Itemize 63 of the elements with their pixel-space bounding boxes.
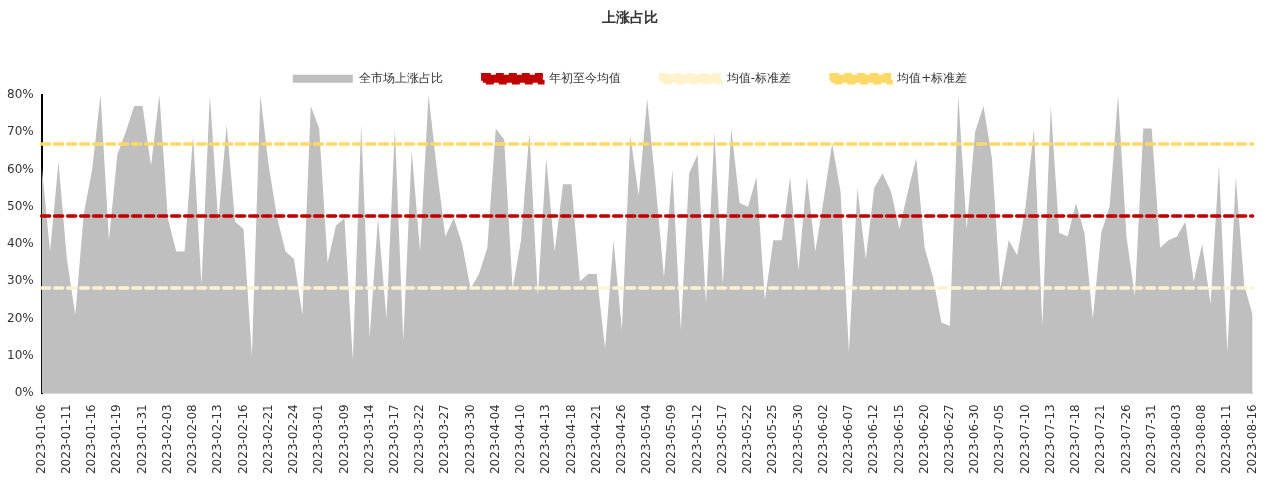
x-tick-label: 2023-06-27 bbox=[941, 404, 956, 475]
x-tick-label: 2023-07-26 bbox=[1118, 404, 1133, 475]
x-tick-label: 2023-02-24 bbox=[286, 404, 301, 475]
x-tick-label: 2023-08-16 bbox=[1244, 404, 1259, 475]
x-tick-label: 2023-03-22 bbox=[412, 404, 427, 475]
x-tick-label: 2023-05-30 bbox=[790, 404, 805, 475]
x-tick-label: 2023-05-12 bbox=[689, 404, 704, 475]
x-tick-label: 2023-05-04 bbox=[639, 404, 654, 475]
x-tick-label: 2023-03-09 bbox=[336, 404, 351, 475]
x-tick-label: 2023-03-17 bbox=[386, 404, 401, 475]
x-tick-label: 2023-07-18 bbox=[1068, 404, 1083, 475]
x-tick-label: 2023-07-31 bbox=[1143, 404, 1158, 475]
x-tick-label: 2023-04-21 bbox=[588, 404, 603, 475]
x-tick-label: 2023-05-09 bbox=[664, 404, 679, 475]
x-tick-label: 2023-06-07 bbox=[841, 404, 856, 475]
x-tick-label: 2023-02-13 bbox=[210, 404, 225, 475]
x-tick-label: 2023-03-27 bbox=[437, 404, 452, 475]
x-tick-label: 2023-05-17 bbox=[714, 404, 729, 475]
x-tick-label: 2023-04-18 bbox=[563, 404, 578, 475]
x-tick-label: 2023-06-02 bbox=[815, 404, 830, 475]
x-tick-label: 2023-08-11 bbox=[1219, 404, 1234, 475]
x-tick-label: 2023-02-16 bbox=[235, 404, 250, 475]
legend-label: 年初至今均值 bbox=[548, 70, 621, 85]
x-tick-label: 2023-01-11 bbox=[59, 404, 74, 475]
x-tick-label: 2023-01-06 bbox=[33, 404, 48, 475]
x-tick-label: 2023-07-21 bbox=[1093, 404, 1108, 475]
x-tick-label: 2023-04-04 bbox=[487, 404, 502, 475]
x-tick-label: 2023-07-10 bbox=[1017, 404, 1032, 475]
x-tick-label: 2023-03-01 bbox=[311, 404, 326, 475]
y-tick-label: 50% bbox=[7, 198, 34, 213]
chart-title: 上涨占比 bbox=[601, 9, 658, 26]
x-tick-label: 2023-01-16 bbox=[84, 404, 99, 475]
y-tick-label: 10% bbox=[7, 348, 34, 363]
x-tick-label: 2023-04-13 bbox=[538, 404, 553, 475]
x-tick-label: 2023-08-08 bbox=[1194, 404, 1209, 475]
y-tick-label: 60% bbox=[7, 161, 34, 176]
x-tick-label: 2023-07-13 bbox=[1042, 404, 1057, 475]
x-tick-label: 2023-02-03 bbox=[159, 404, 174, 475]
x-tick-label: 2023-03-30 bbox=[462, 404, 477, 475]
x-tick-label: 2023-03-14 bbox=[361, 404, 376, 475]
x-tick-label: 2023-04-26 bbox=[614, 404, 629, 475]
x-tick-label: 2023-02-21 bbox=[260, 404, 275, 475]
y-tick-label: 0% bbox=[14, 385, 34, 400]
x-tick-label: 2023-06-15 bbox=[891, 404, 906, 475]
x-tick-label: 2023-05-25 bbox=[765, 404, 780, 475]
x-tick-label: 2023-02-08 bbox=[185, 404, 200, 475]
y-tick-label: 40% bbox=[7, 236, 34, 251]
y-tick-label: 70% bbox=[7, 124, 34, 139]
x-tick-label: 2023-07-05 bbox=[992, 404, 1007, 475]
legend-label: 均值+标准差 bbox=[896, 70, 968, 85]
x-tick-label: 2023-08-03 bbox=[1169, 404, 1184, 475]
x-tick-label: 2023-05-22 bbox=[740, 404, 755, 475]
x-tick-label: 2023-01-19 bbox=[109, 404, 124, 475]
legend-label: 均值-标准差 bbox=[725, 70, 792, 85]
y-tick-label: 80% bbox=[7, 86, 34, 101]
x-tick-label: 2023-01-31 bbox=[134, 404, 149, 475]
y-tick-label: 30% bbox=[7, 273, 34, 288]
x-tick-label: 2023-06-20 bbox=[916, 404, 931, 475]
legend-label: 全市场上涨占比 bbox=[358, 70, 443, 85]
y-tick-label: 20% bbox=[7, 310, 34, 325]
x-tick-label: 2023-04-10 bbox=[513, 404, 528, 475]
x-tick-label: 2023-06-30 bbox=[967, 404, 982, 475]
x-tick-label: 2023-06-12 bbox=[866, 404, 881, 475]
